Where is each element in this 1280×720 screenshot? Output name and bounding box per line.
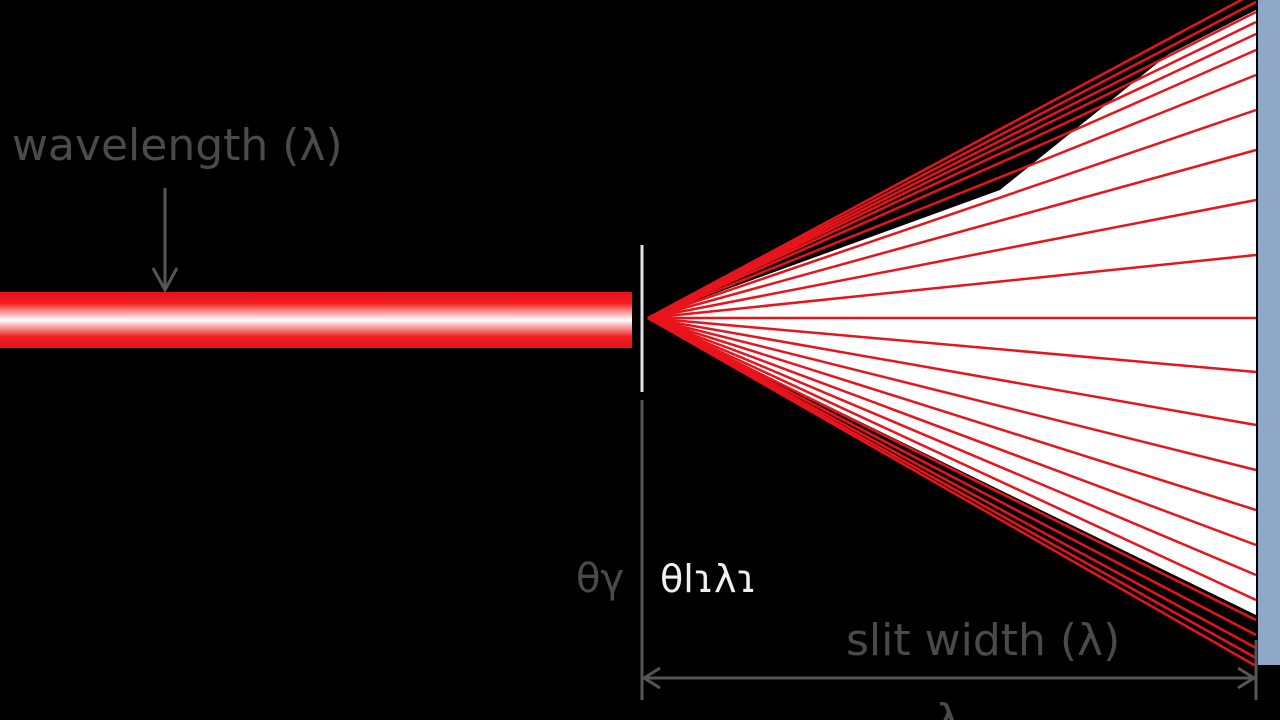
- wavelength-label: wavelength (λ): [12, 120, 343, 171]
- ray: [647, 316, 1257, 374]
- ray: [647, 316, 1257, 637]
- bottom-label: λ: [935, 695, 961, 720]
- ray: [647, 32, 1257, 320]
- ray: [647, 0, 1244, 320]
- ray: [647, 316, 1257, 577]
- laser-beam: [0, 292, 632, 348]
- ray: [647, 148, 1257, 320]
- angle-label: θγ: [576, 556, 624, 602]
- screen: [1258, 0, 1280, 665]
- ray: [647, 198, 1257, 320]
- ray: [647, 316, 1257, 668]
- ray: [647, 48, 1257, 320]
- ray: [647, 20, 1257, 320]
- wavelength-arrowhead: [151, 267, 179, 294]
- ray: [647, 108, 1257, 320]
- rays: [647, 0, 1257, 668]
- ray: [647, 253, 1257, 320]
- slit-width-label: slit width (λ): [846, 615, 1120, 666]
- dimension-arrow-left: [641, 666, 661, 690]
- ray: [647, 316, 1257, 512]
- ray: [647, 316, 1257, 602]
- ray: [647, 0, 1257, 320]
- ray: [647, 73, 1257, 320]
- angle-formula: θlɿλɿ: [660, 557, 757, 601]
- ray: [647, 316, 1257, 547]
- ray: [647, 10, 1257, 320]
- ray: [647, 316, 1257, 427]
- ray: [647, 316, 1257, 472]
- dimension-arrow-right: [1237, 666, 1257, 690]
- ray: [647, 316, 1257, 650]
- ray: [647, 316, 1257, 622]
